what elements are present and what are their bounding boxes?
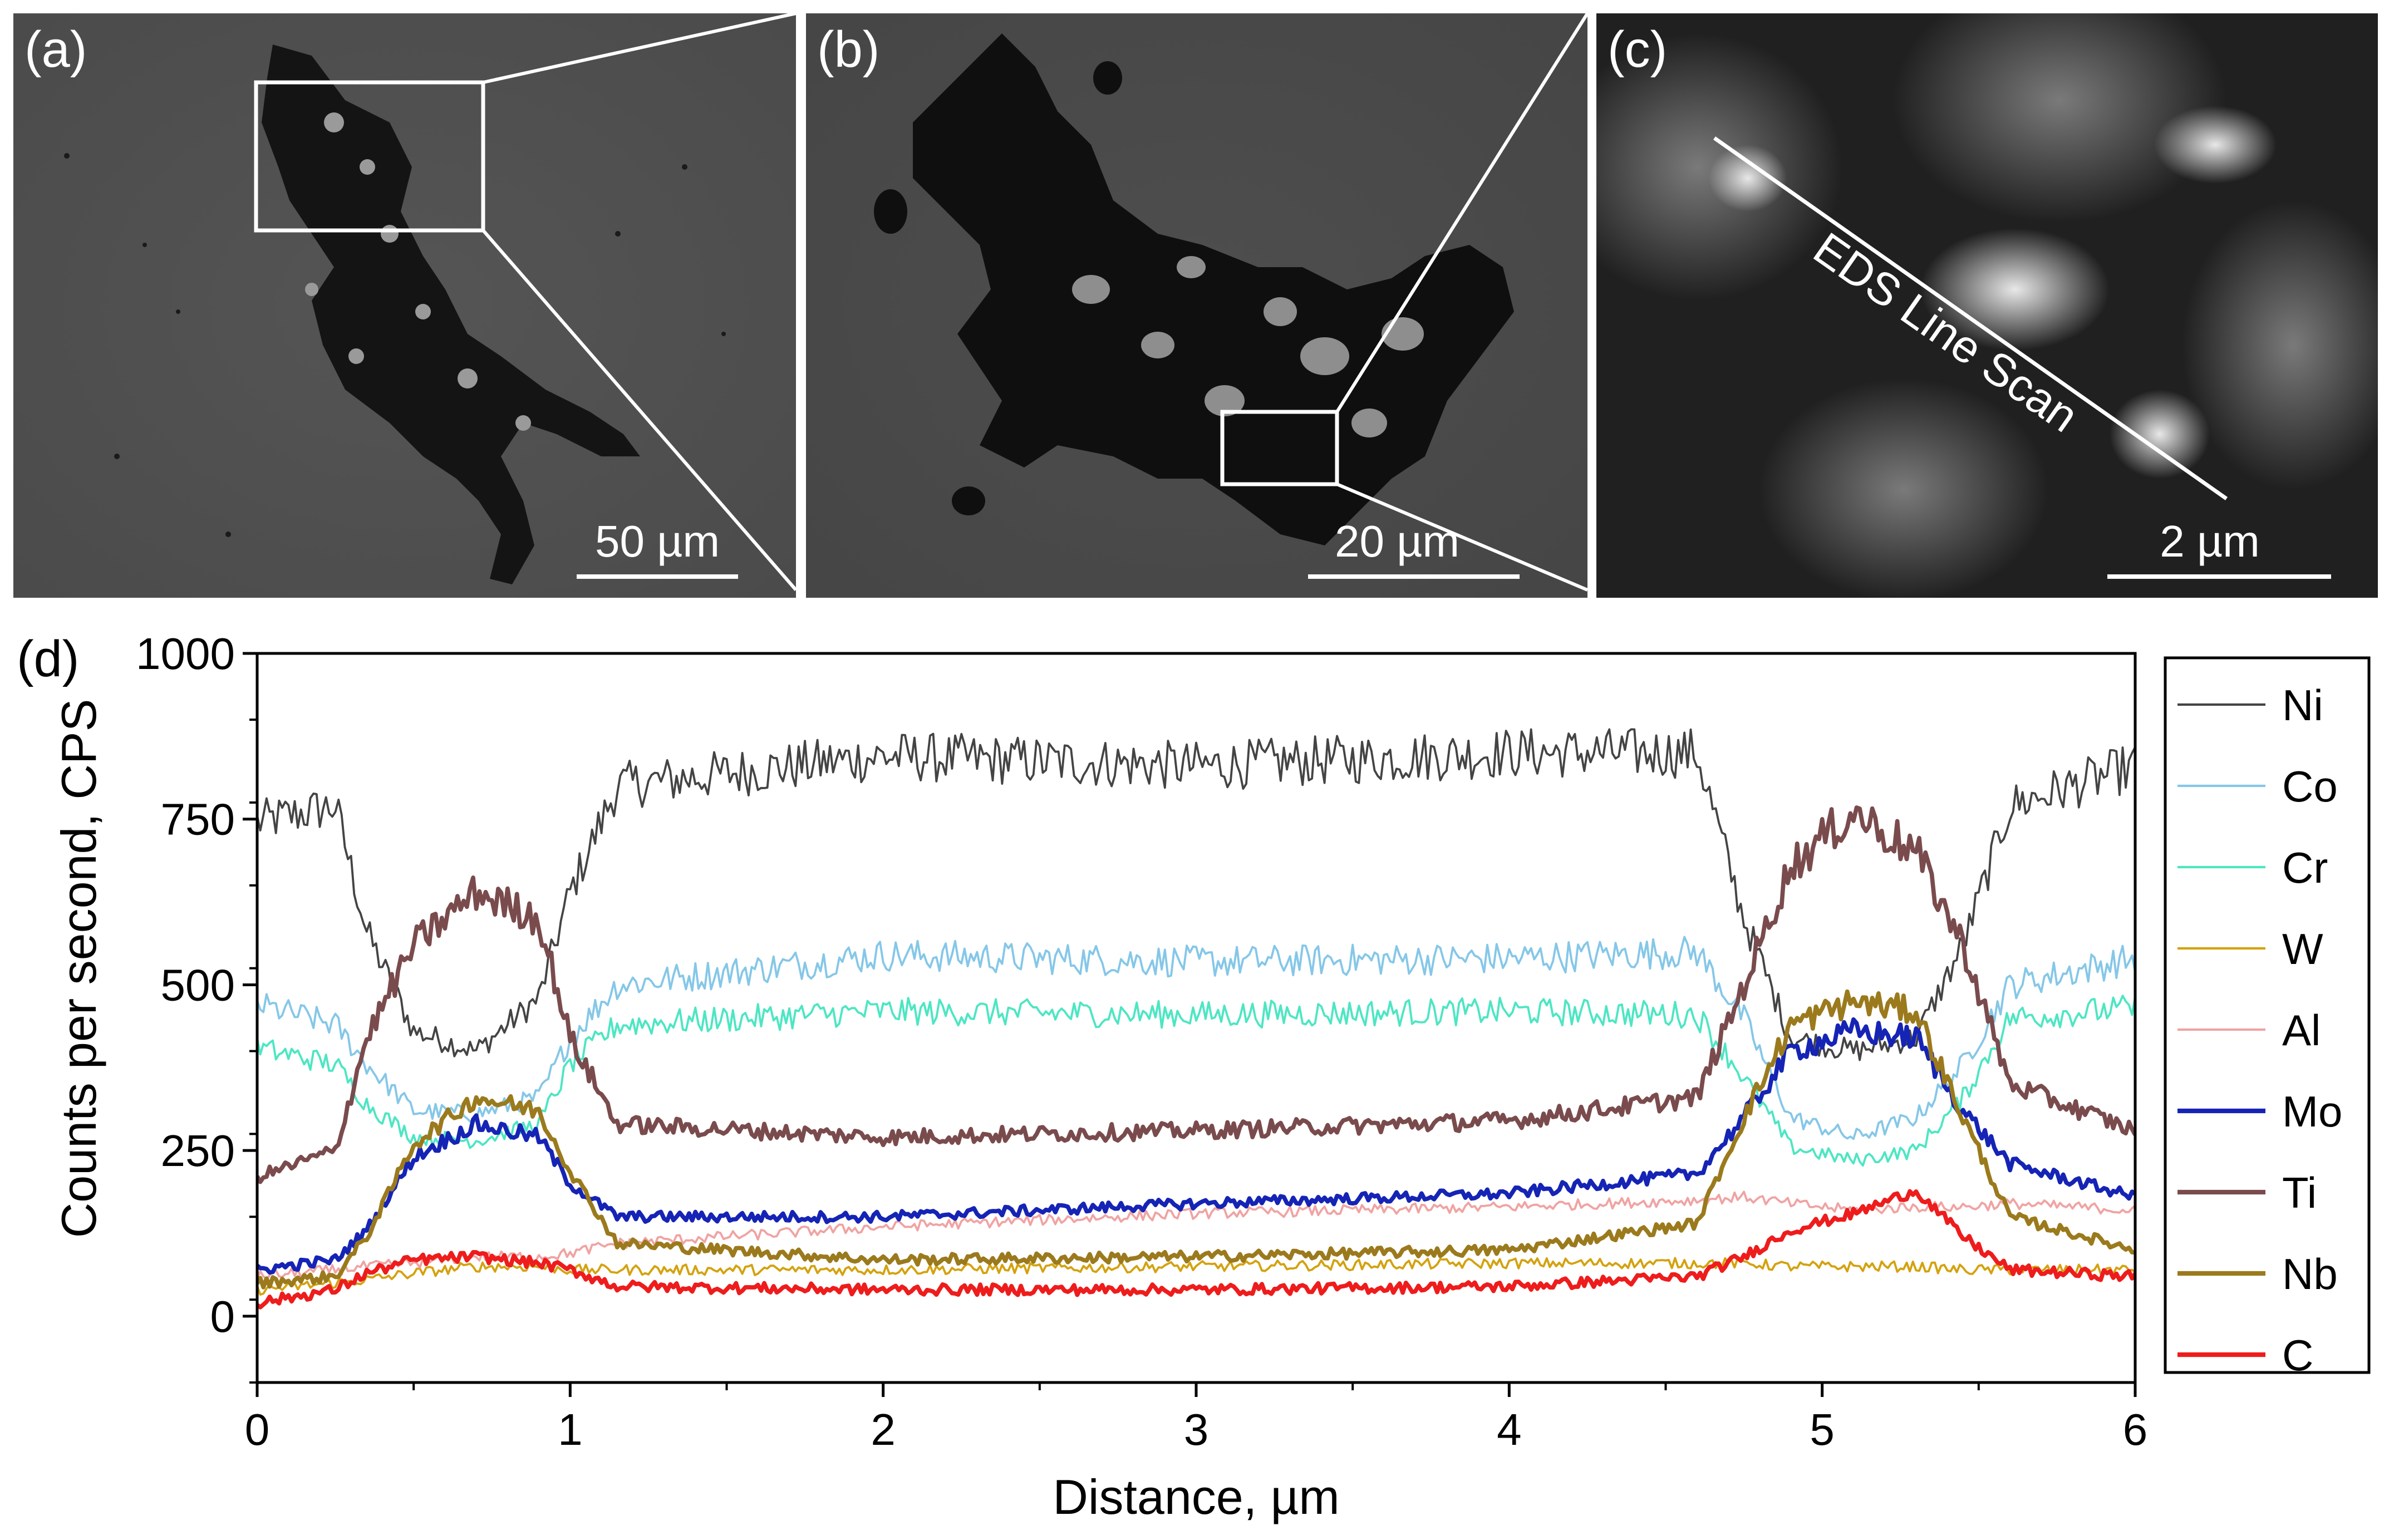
- x-tick-label: 4: [1497, 1405, 1522, 1454]
- sem-panel-c: [1596, 13, 2378, 598]
- ticks-layer: 0 1 2 3 4 5 6 0 250 500 750 1000: [136, 629, 2147, 1454]
- series-line-w: [257, 1257, 2135, 1296]
- panel-label-c: (c): [1608, 21, 1667, 78]
- zoom-box-b: [1220, 410, 1339, 486]
- y-tick-label: 1000: [136, 629, 235, 678]
- series-line-al: [257, 1190, 2135, 1281]
- y-tick-label: 750: [161, 795, 235, 844]
- legend-label-nb: Nb: [2282, 1249, 2338, 1298]
- scale-bar-label-a: 50 µm: [595, 516, 720, 566]
- sem-panel-a: [13, 13, 796, 598]
- crack-grains-a: [305, 112, 531, 431]
- series-layer: [257, 728, 2135, 1310]
- x-tick-label: 1: [558, 1405, 583, 1454]
- y-tick-label: 0: [210, 1292, 235, 1341]
- scale-bar-label-b: 20 µm: [1335, 516, 1459, 566]
- series-line-ti: [257, 805, 2135, 1184]
- legend-label-w: W: [2282, 924, 2323, 973]
- series-line-c: [257, 1189, 2135, 1310]
- legend-label-co: Co: [2282, 762, 2338, 811]
- x-tick-label: 3: [1184, 1405, 1209, 1454]
- zoom-box-a: [254, 80, 485, 233]
- series-line-nb: [257, 989, 2135, 1290]
- legend-label-al: Al: [2282, 1006, 2321, 1055]
- sem-panel-b: [806, 13, 1587, 598]
- crack-grains-b: [1072, 256, 1424, 437]
- legend-label-cr: Cr: [2282, 843, 2328, 892]
- y-tick-label: 500: [161, 960, 235, 1010]
- scale-bar-label-c: 2 µm: [2160, 516, 2259, 566]
- series-line-mo: [257, 1017, 2135, 1275]
- panel-label-b: (b): [817, 21, 879, 78]
- legend-label-c: C: [2282, 1331, 2313, 1380]
- x-tick-label: 6: [2123, 1405, 2148, 1454]
- x-tick-label: 5: [1810, 1405, 1835, 1454]
- x-tick-label: 2: [871, 1405, 896, 1454]
- eds-scan-line: [1713, 136, 2228, 500]
- x-axis-label: Distance, µm: [1053, 1469, 1339, 1524]
- crack-region-a: [262, 45, 640, 584]
- y-tick-label: 250: [161, 1126, 235, 1175]
- legend-label-ti: Ti: [2282, 1168, 2317, 1217]
- x-tick-label: 0: [245, 1405, 270, 1454]
- panel-label-d: (d): [17, 631, 79, 687]
- y-axis-label: Counts per second, CPS: [51, 699, 106, 1238]
- legend-label-ni: Ni: [2282, 681, 2323, 730]
- legend-label-mo: Mo: [2282, 1087, 2342, 1136]
- series-line-cr: [257, 995, 2135, 1167]
- series-line-ni: [257, 728, 2135, 1061]
- legend-box: [2164, 656, 2371, 1374]
- legend: Ni Co Cr W Al Mo Ti Nb C: [2164, 656, 2371, 1380]
- panel-label-a: (a): [24, 21, 87, 78]
- line-scan-chart: (d) Counts per second, CPS Distance, µm …: [17, 629, 2371, 1524]
